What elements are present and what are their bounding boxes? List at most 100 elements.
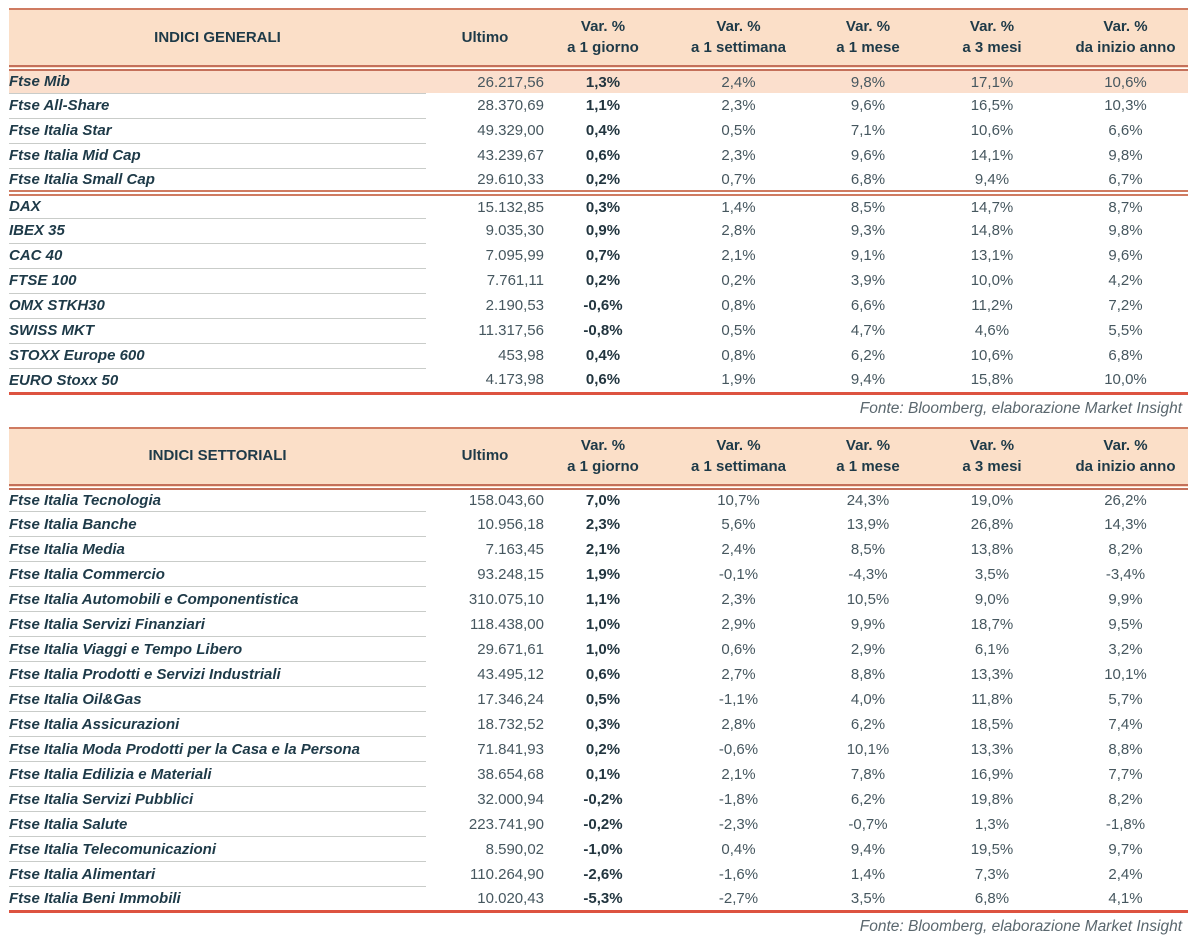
- ultimo-value-cell: 118.438,00: [470, 615, 544, 633]
- var-percent-cell: 0,5%: [721, 122, 756, 139]
- var-percent-cell: 3,2%: [1108, 640, 1143, 658]
- var-percent-cell: 5,7%: [1108, 690, 1143, 708]
- table-row: IBEX 35 9.035,30 0,9% 2,8% 9,3% 14,8% 9,8%: [9, 218, 1188, 244]
- ultimo-value-cell: 29.610,33: [477, 170, 544, 188]
- var-percent-cell: 0,5%: [585, 690, 621, 708]
- var-percent-cell: 9,6%: [850, 97, 886, 114]
- column-header-var: Var. % a 1 mese: [815, 8, 921, 71]
- var-percent-cell: 2,4%: [721, 540, 756, 558]
- var-percent-cell: 14,1%: [970, 147, 1014, 164]
- ultimo-value-cell: 38.654,68: [477, 765, 544, 783]
- var-percent-cell: -2,3%: [718, 815, 759, 833]
- var-percent-cell: 7,3%: [974, 865, 1010, 883]
- var-percent-cell: 13,9%: [846, 515, 890, 533]
- var-percent-cell: 9,4%: [974, 170, 1010, 188]
- column-header-var: Var. % a 1 giorno: [544, 426, 662, 490]
- table-title: INDICI GENERALI: [9, 8, 426, 71]
- ultimo-value-cell: 93.248,15: [477, 565, 544, 583]
- ultimo-value-cell: 11.317,56: [478, 322, 544, 339]
- table-row: Ftse Italia Salute 223.741,90 -0,2% -2,3% -0…: [9, 811, 1188, 837]
- var-percent-cell: 0,8%: [721, 347, 756, 364]
- var-percent-cell: -0,1%: [718, 565, 759, 583]
- ultimo-value-cell: 223.741,90: [468, 815, 544, 833]
- var-percent-cell: 5,5%: [1108, 322, 1143, 339]
- var-percent-cell: 9,6%: [850, 147, 886, 164]
- column-header-text: a 1 settimana: [690, 39, 787, 56]
- var-percent-cell: 10,3%: [1104, 97, 1147, 114]
- var-percent-cell: 3,5%: [815, 886, 921, 913]
- index-name-cell: Ftse Italia Servizi Finanziari: [9, 611, 426, 637]
- var-percent-cell: 2,1%: [585, 540, 621, 558]
- var-percent-cell: 10,0%: [970, 272, 1014, 289]
- column-header-var: Var. % da inizio anno: [1063, 426, 1188, 490]
- var-percent-cell: 6,7%: [1108, 170, 1143, 188]
- index-name-cell: Ftse Italia Assicurazioni: [9, 711, 426, 737]
- var-percent-cell: 13,1%: [970, 247, 1014, 264]
- table-row: CAC 40 7.095,99 0,7% 2,1% 9,1% 13,1% 9,6%: [9, 243, 1188, 269]
- index-name-cell: Ftse Italia Mid Cap: [9, 143, 426, 169]
- var-percent-cell: 8,5%: [850, 540, 886, 558]
- index-name-cell: STOXX Europe 600: [9, 343, 426, 369]
- ultimo-value-cell: 71.841,93: [477, 740, 544, 758]
- index-name-cell: Ftse Italia Small Cap: [9, 168, 426, 194]
- index-name-cell: CAC 40: [9, 243, 426, 269]
- var-percent-cell: 9,9%: [850, 615, 886, 633]
- column-header-text: Var. %: [969, 436, 1015, 454]
- var-percent-cell: 9,8%: [815, 68, 921, 93]
- var-percent-cell: 14,3%: [1104, 515, 1147, 533]
- var-percent-cell: 4,6%: [974, 322, 1010, 339]
- table-row: Ftse Italia Edilizia e Materiali 38.654,6…: [9, 761, 1188, 787]
- column-header-text: Var. %: [845, 436, 891, 454]
- table-row: Ftse Italia Oil&Gas 17.346,24 0,5% -1,1% 4,0…: [9, 686, 1188, 712]
- var-percent-cell: 14,8%: [970, 222, 1014, 239]
- index-name-cell: Ftse Italia Prodotti e Servizi Industria…: [9, 661, 426, 687]
- index-name-cell: DAX: [9, 190, 426, 219]
- var-percent-cell: 4,1%: [1063, 886, 1188, 913]
- var-percent-cell: 2,3%: [721, 590, 756, 608]
- index-name-cell: Ftse Mib: [9, 68, 426, 94]
- table-row: SWISS MKT 11.317,56 -0,8% 0,5% 4,7% 4,6% 5,5%: [9, 318, 1188, 344]
- var-percent-cell: -1,0%: [583, 840, 623, 858]
- var-percent-cell: 9,7%: [1108, 840, 1143, 858]
- var-percent-cell: 9,0%: [974, 590, 1010, 608]
- ultimo-value-cell: 10.956,18: [477, 515, 544, 533]
- column-header-text: a 1 mese: [836, 39, 900, 56]
- index-name-cell: EURO Stoxx 50: [9, 368, 426, 395]
- var-percent-cell: 7,4%: [1108, 715, 1143, 733]
- table-row: Ftse Italia Alimentari 110.264,90 -2,6% -1,…: [9, 861, 1188, 887]
- var-percent-cell: -2,7%: [662, 886, 815, 913]
- var-percent-cell: 0,7%: [585, 247, 621, 264]
- column-header-ultimo: Ultimo: [426, 426, 544, 490]
- var-percent-cell: 0,4%: [721, 840, 756, 858]
- ultimo-value-cell: 310.075,10: [468, 590, 544, 608]
- var-percent-cell: -0,2%: [583, 790, 623, 808]
- column-header-text: Var. %: [845, 18, 891, 35]
- var-percent-cell: 17,1%: [921, 68, 1063, 93]
- var-percent-cell: -4,3%: [848, 565, 888, 583]
- var-percent-cell: 10,1%: [846, 740, 890, 758]
- column-header-var: Var. % da inizio anno: [1063, 8, 1188, 71]
- var-percent-cell: 9,4%: [850, 840, 886, 858]
- index-name-cell: Ftse Italia Star: [9, 118, 426, 144]
- table-row: EURO Stoxx 50 4.173,98 0,6% 1,9% 9,4% 15,8% 10…: [9, 368, 1188, 395]
- var-percent-cell: 6,8%: [1108, 347, 1143, 364]
- var-percent-cell: 4,7%: [850, 322, 886, 339]
- ultimo-value-cell: 29.671,61: [477, 640, 544, 658]
- column-header-text: a 3 mesi: [962, 457, 1022, 475]
- var-percent-cell: -0,8%: [583, 322, 623, 339]
- var-percent-cell: 8,2%: [1108, 790, 1143, 808]
- var-percent-cell: -0,7%: [848, 815, 888, 833]
- var-percent-cell: 16,9%: [970, 765, 1014, 783]
- index-name-cell: Ftse Italia Automobili e Componentistica: [9, 586, 426, 612]
- var-percent-cell: -5,3%: [544, 886, 662, 913]
- var-percent-cell: 11,2%: [971, 297, 1013, 314]
- var-percent-cell: 0,4%: [585, 122, 621, 139]
- var-percent-cell: 8,7%: [1063, 190, 1188, 218]
- ultimo-value-cell: 10.020,43: [426, 886, 544, 913]
- var-percent-cell: 4,0%: [850, 690, 886, 708]
- source-note: Fonte: Bloomberg, elaborazione Market In…: [859, 399, 1182, 417]
- table-row: Ftse Italia Mid Cap 43.239,67 0,6% 2,3% 9,6%…: [9, 143, 1188, 169]
- var-percent-cell: 6,2%: [850, 715, 886, 733]
- var-percent-cell: 14,7%: [921, 190, 1063, 218]
- header-row: INDICI GENERALI Ultimo Var. % a 1 giorno Var…: [9, 8, 1188, 71]
